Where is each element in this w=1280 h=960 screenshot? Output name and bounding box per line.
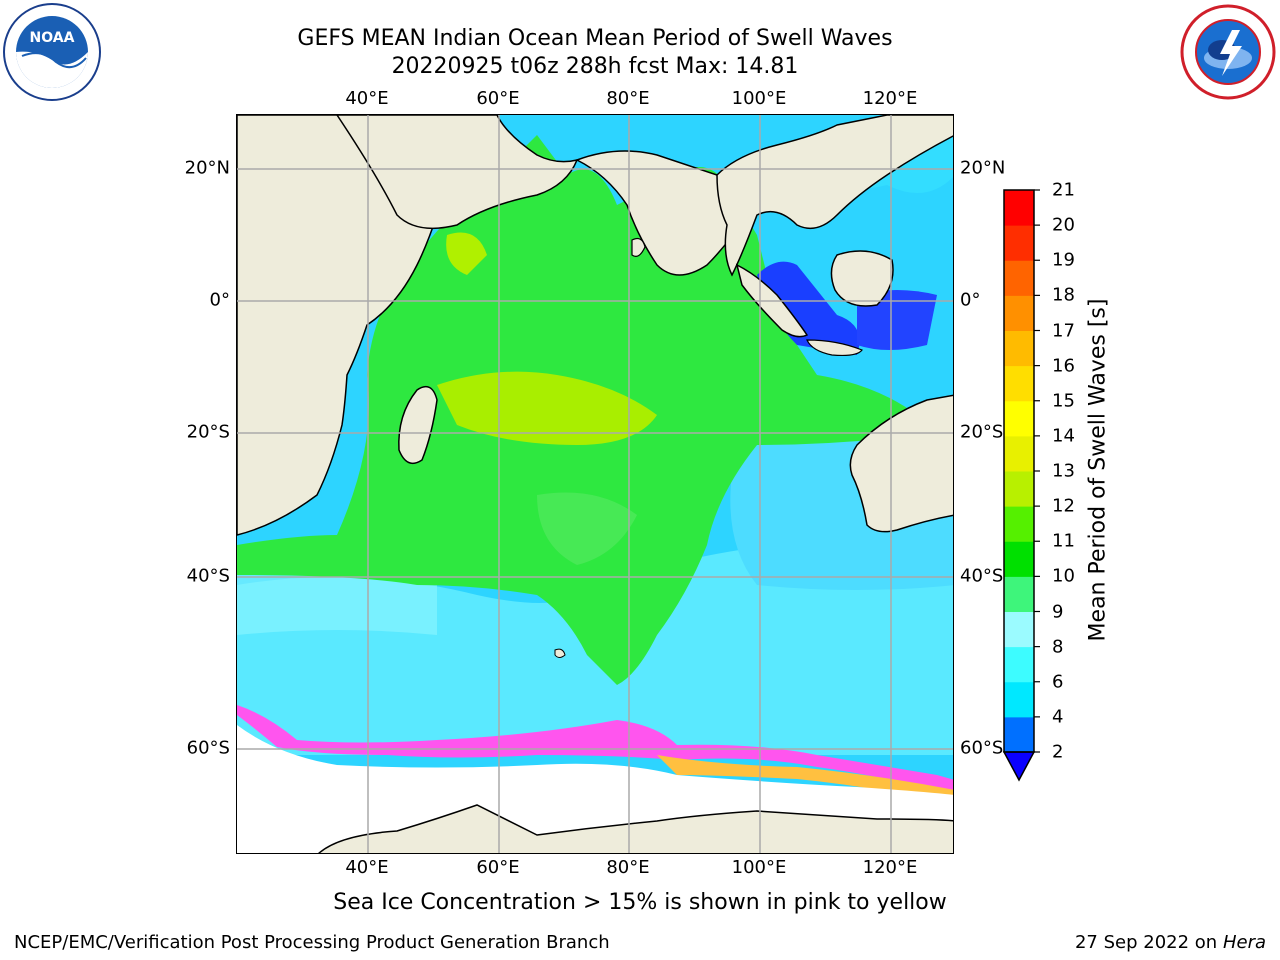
colorbar-tick-label: 21 — [1052, 179, 1075, 201]
colorbar-bin — [1004, 225, 1034, 261]
colorbar-tick-label: 12 — [1052, 495, 1075, 517]
lon-tick-top: 60°E — [476, 88, 520, 109]
noaa-logo-icon: NOAA — [3, 3, 101, 101]
colorbar-bin — [1004, 330, 1034, 367]
lon-tick-top: 80°E — [606, 88, 650, 109]
colorbar-bin — [1004, 541, 1034, 577]
lat-tick-left: 60°S — [186, 737, 230, 759]
colorbar-bin — [1004, 400, 1034, 437]
colorbar-bin — [1004, 295, 1034, 331]
colorbar-tick-label: 20 — [1052, 214, 1075, 236]
colorbar-tick-label: 16 — [1052, 355, 1075, 377]
lon-tick-bottom: 80°E — [606, 857, 650, 878]
colorbar-bin — [1004, 681, 1034, 718]
colorbar-tick-label: 17 — [1052, 320, 1075, 341]
credit-date: 27 Sep 2022 on Hera — [1075, 932, 1266, 953]
lat-tick-left: 20°N — [184, 157, 230, 179]
chart-subtitle: 20220925 t06z 288h fcst Max: 14.81 — [391, 54, 799, 79]
colorbar-bin — [1004, 716, 1034, 753]
colorbar-tick-label: 9 — [1052, 601, 1064, 622]
colorbar-bin — [1004, 471, 1034, 507]
nws-logo-icon — [1180, 4, 1276, 100]
colorbar-tick-label: 15 — [1052, 390, 1075, 412]
colorbar-tick-label: 2 — [1052, 741, 1064, 763]
colorbar-bin — [1004, 611, 1034, 648]
lon-tick-top: 120°E — [862, 88, 918, 109]
colorbar-tick-label: 6 — [1052, 671, 1064, 693]
map-panel — [236, 114, 954, 854]
credit-date-text: 27 Sep 2022 on — [1074, 932, 1218, 953]
colorbar — [1002, 189, 1040, 782]
lat-tick-right: 20°N — [960, 157, 1006, 179]
lat-tick-right: 60°S — [960, 737, 1004, 759]
colorbar-tick-label: 10 — [1052, 565, 1075, 587]
colorbar-tick-label: 19 — [1052, 249, 1075, 271]
colorbar-bin — [1004, 435, 1034, 472]
lat-tick-right: 0° — [960, 289, 981, 311]
colorbar-bin — [1004, 365, 1034, 402]
svg-text:NOAA: NOAA — [30, 30, 75, 46]
lon-tick-top: 100°E — [731, 88, 787, 109]
lat-tick-right: 40°S — [960, 565, 1004, 587]
credit-branch: NCEP/EMC/Verification Post Processing Pr… — [14, 932, 610, 953]
colorbar-bin — [1004, 190, 1034, 226]
colorbar-tick-label: 18 — [1052, 284, 1075, 306]
lat-tick-left: 0° — [209, 289, 230, 311]
colorbar-bin — [1004, 646, 1034, 683]
swell-period-map — [237, 115, 953, 853]
sea-ice-footnote: Sea Ice Concentration > 15% is shown in … — [333, 890, 947, 915]
lat-tick-right: 20°S — [960, 421, 1004, 443]
colorbar-title: Mean Period of Swell Waves [s] — [1085, 298, 1111, 642]
colorbar-bin — [1004, 576, 1034, 612]
lon-tick-bottom: 120°E — [862, 857, 918, 878]
lon-tick-bottom: 60°E — [476, 857, 520, 878]
colorbar-tick-label: 13 — [1052, 460, 1075, 482]
lat-tick-left: 20°S — [186, 421, 230, 443]
colorbar-bin — [1004, 506, 1034, 542]
colorbar-tick-label: 11 — [1052, 530, 1075, 552]
colorbar-bin — [1004, 260, 1034, 296]
lat-tick-left: 40°S — [186, 565, 230, 587]
colorbar-tick-label: 4 — [1052, 706, 1064, 728]
lon-tick-bottom: 40°E — [345, 857, 389, 878]
colorbar-tick-label: 8 — [1052, 636, 1064, 658]
credit-system: Hera — [1222, 932, 1266, 953]
colorbar-under-arrow — [1002, 751, 1036, 782]
colorbar-tick-label: 14 — [1052, 425, 1075, 447]
lon-tick-top: 40°E — [345, 88, 389, 109]
chart-title: GEFS MEAN Indian Ocean Mean Period of Sw… — [297, 26, 893, 51]
lon-tick-bottom: 100°E — [731, 857, 787, 878]
